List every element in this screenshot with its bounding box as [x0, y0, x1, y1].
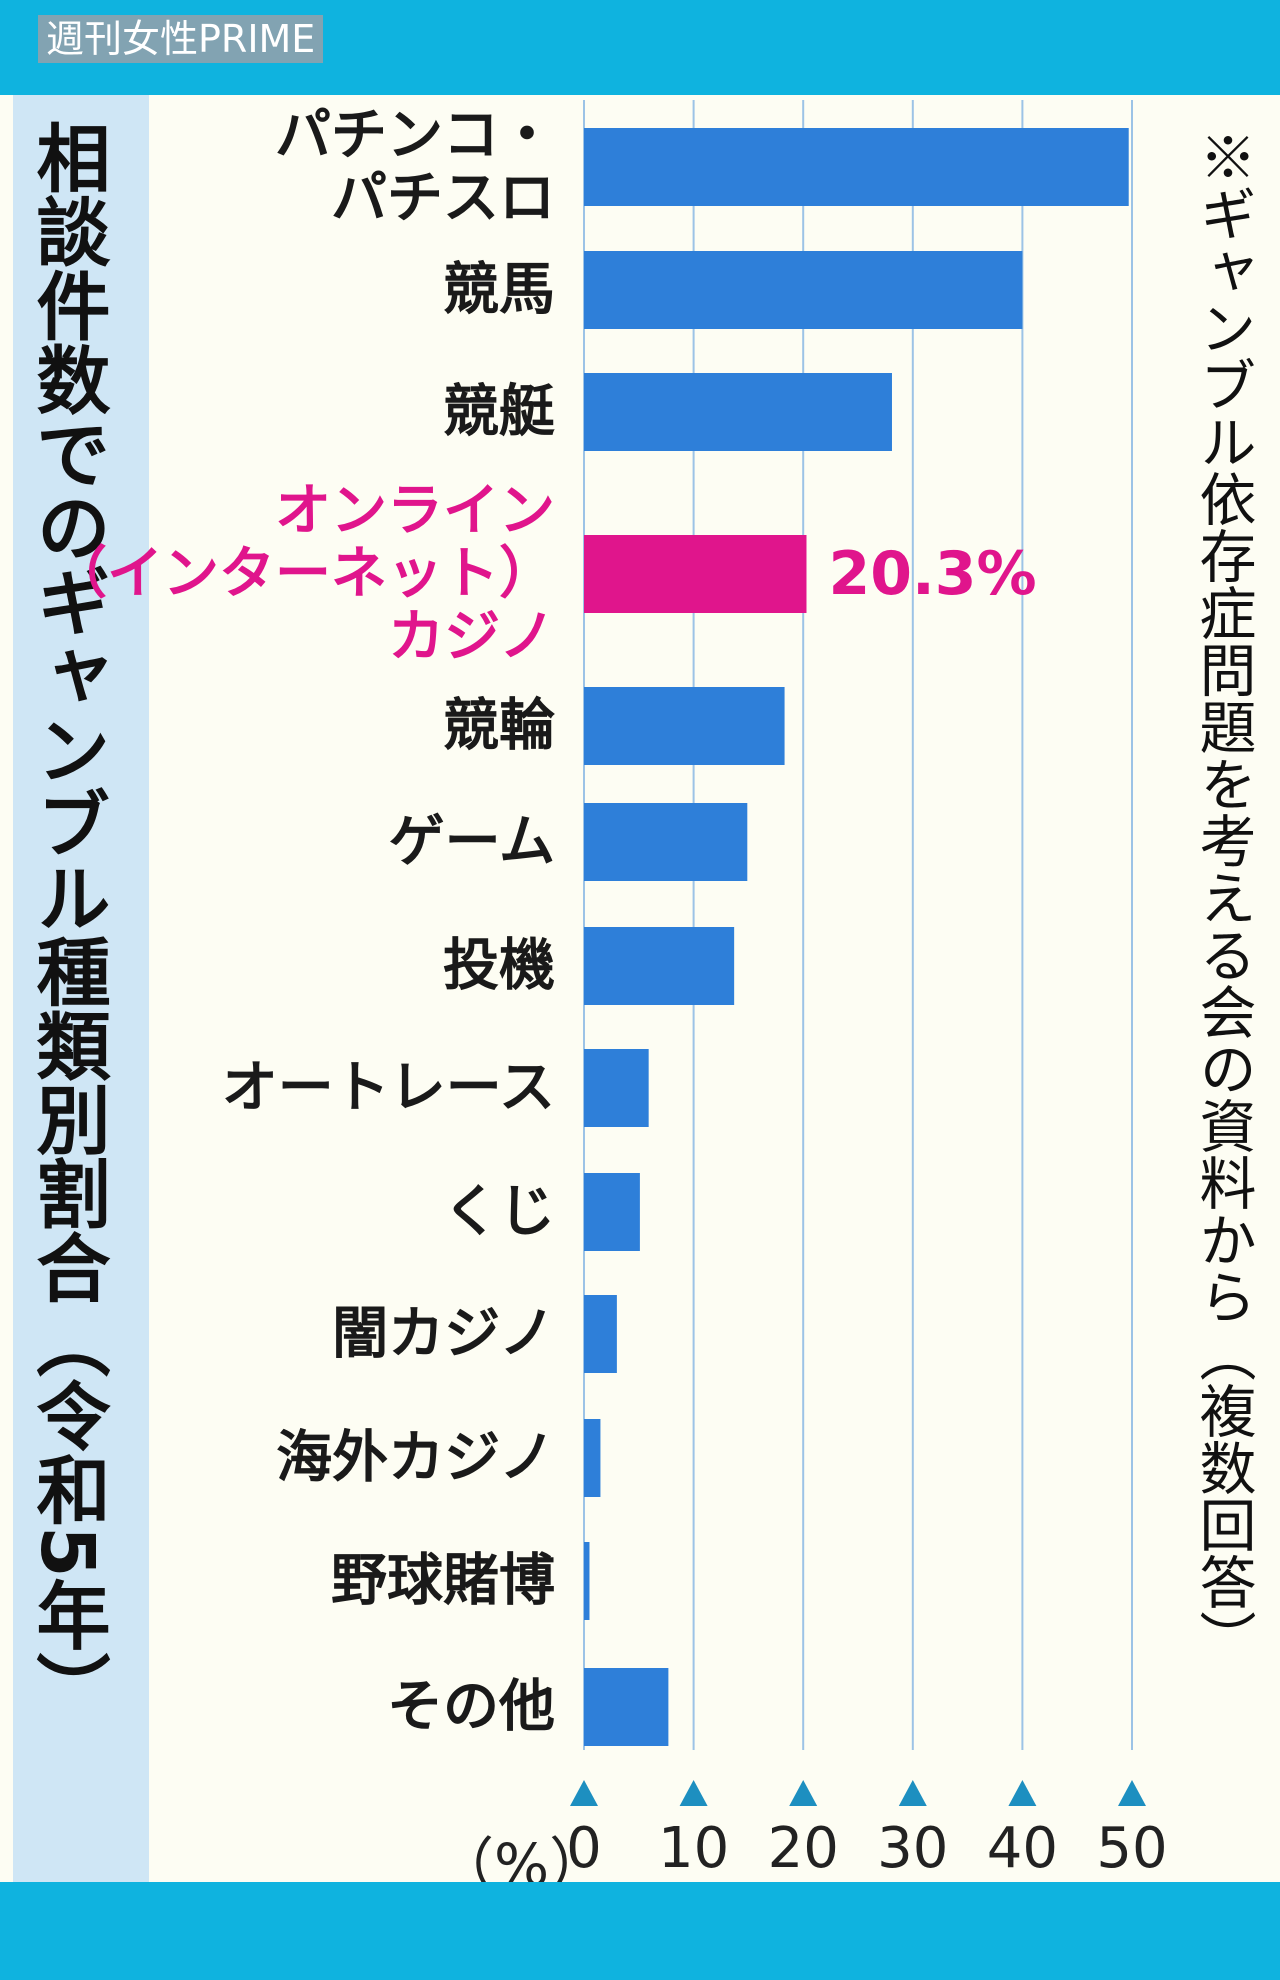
header-bar: 週刊女性PRIME	[0, 0, 1280, 95]
bar	[584, 535, 807, 613]
tick-marker	[1008, 1780, 1037, 1806]
bar	[584, 927, 735, 1005]
tick-marker	[570, 1780, 598, 1806]
y-tick-label: パチンコ・ パチスロ	[275, 103, 555, 231]
x-tick-label: 20	[768, 1816, 839, 1881]
tick-marker	[789, 1780, 818, 1806]
y-tick-label: 野球賭博	[331, 1548, 555, 1614]
y-tick-label: 競馬	[443, 257, 555, 323]
bar	[584, 1049, 649, 1127]
tick-marker	[898, 1780, 927, 1806]
bar	[584, 1542, 590, 1620]
logo: 週刊女性PRIME	[38, 15, 324, 63]
y-tick-label: オートレース	[221, 1055, 555, 1121]
x-tick-label: 40	[987, 1816, 1058, 1881]
y-tick-label: 投機	[443, 933, 555, 999]
y-tick-label: 競輪	[443, 693, 555, 759]
source-note: ※ギャンブル依存症問題を考える会の資料から（複数回答）	[1191, 128, 1254, 1667]
value-label: 20.3%	[828, 539, 1037, 609]
bar	[584, 1419, 601, 1497]
bar	[584, 1668, 669, 1746]
y-tick-label: オンライン （インターネット） カジノ	[51, 478, 555, 670]
y-tick-label: 闇カジノ	[332, 1301, 555, 1367]
title-panel	[13, 95, 149, 1882]
footer-bar	[0, 1882, 1280, 1980]
bar	[584, 373, 892, 451]
bar	[584, 251, 1023, 329]
bar	[584, 1173, 640, 1251]
y-tick-label: その他	[387, 1674, 555, 1740]
y-tick-label: くじ	[443, 1179, 555, 1245]
chart-title: 相談件数でのギャンブル種類別割合（令和5年）	[24, 120, 110, 1726]
y-tick-label: 競艇	[443, 379, 555, 445]
x-tick-label: 50	[1096, 1816, 1167, 1881]
bar	[584, 1295, 617, 1373]
bar	[584, 687, 785, 765]
bar	[584, 803, 748, 881]
x-tick-label: 30	[877, 1816, 948, 1881]
x-tick-label: 0	[566, 1816, 602, 1881]
y-tick-label: ゲーム	[388, 809, 555, 875]
tick-marker	[679, 1780, 708, 1806]
y-tick-label: 海外カジノ	[276, 1425, 555, 1491]
bar	[584, 128, 1129, 206]
tick-marker	[1118, 1780, 1146, 1806]
x-tick-label: 10	[658, 1816, 729, 1881]
